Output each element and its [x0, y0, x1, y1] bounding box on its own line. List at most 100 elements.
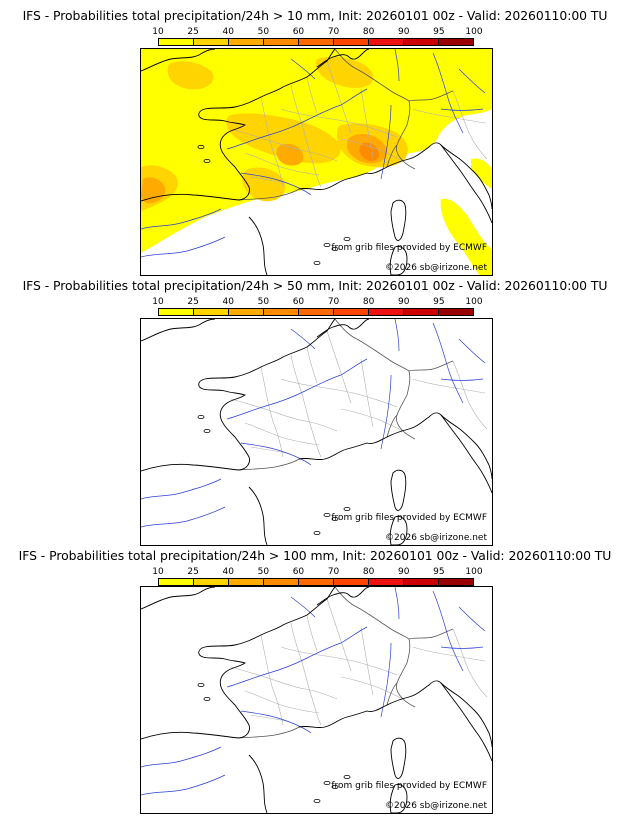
colorbar-cell [159, 579, 194, 585]
colorbar-tick-label: 10 [152, 27, 164, 37]
region-boundary [244, 152, 320, 176]
island [313, 798, 321, 803]
river [240, 710, 312, 734]
colorbar-tick-label: 95 [433, 567, 445, 577]
colorbar-tick-label: 70 [327, 297, 340, 307]
colorbar-tick-labels: 10 25 40 50 60 70 80 90 95 100 [152, 297, 482, 307]
region-boundary [452, 360, 488, 430]
island [331, 516, 339, 521]
coastline [440, 414, 492, 494]
region-boundary [412, 378, 486, 394]
region-boundary [250, 446, 288, 454]
country-border [408, 90, 454, 102]
colorbar-cell [229, 39, 264, 45]
island [197, 683, 205, 688]
region-boundary [452, 90, 488, 160]
river [141, 208, 222, 230]
region-boundary [280, 378, 398, 408]
river [340, 626, 368, 644]
island [203, 429, 211, 434]
island [313, 260, 321, 265]
island [203, 697, 211, 702]
region-boundary [230, 398, 338, 432]
river [380, 374, 392, 450]
colorbar-tick-label: 95 [433, 27, 445, 37]
country-border [396, 370, 416, 440]
island [331, 784, 339, 789]
country-border [396, 638, 416, 708]
country-borders [238, 49, 454, 201]
precip-area [167, 61, 214, 90]
colorbar-cell [369, 309, 404, 315]
colorbar-cell [439, 309, 473, 315]
colorbar-tick-label: 80 [362, 567, 375, 577]
river [141, 506, 226, 528]
colorbar-cell [264, 579, 299, 585]
island [323, 780, 331, 785]
colorbar-cell [194, 309, 229, 315]
precip-area [315, 56, 374, 88]
region-boundary [360, 626, 374, 696]
river [240, 442, 312, 466]
river [226, 104, 342, 150]
river [141, 478, 222, 500]
colorbar-tick-labels: 10 25 40 50 60 70 80 90 95 100 [152, 567, 482, 577]
map-canvas [141, 587, 492, 813]
river [432, 322, 464, 404]
river [141, 236, 226, 258]
region-boundary [260, 634, 284, 726]
colorbar-cell [194, 39, 229, 45]
river [458, 606, 486, 632]
coastline [298, 412, 492, 480]
island [197, 145, 205, 150]
country-border [334, 319, 410, 372]
coastline [248, 754, 268, 813]
sardinia-coastline [389, 784, 408, 813]
colorbar-cell [299, 39, 334, 45]
region-boundary [306, 614, 318, 652]
colorbar-tick-label: 25 [187, 27, 199, 37]
country-border [408, 628, 454, 640]
colorbar-tick-label: 40 [222, 297, 234, 307]
region-boundaries [230, 598, 488, 726]
coastline [316, 319, 370, 338]
colorbar-cell [334, 309, 369, 315]
colorbar-tick-label: 40 [222, 567, 234, 577]
colorbar-cell [404, 579, 439, 585]
coastline [440, 682, 492, 762]
credit-copyright-text: ©2026 sb@irizone.net [385, 263, 487, 273]
corsica-coastline [390, 737, 407, 779]
region-boundary [306, 76, 318, 114]
river [380, 642, 392, 718]
panel-title: IFS - Probabilities total precipitation/… [22, 8, 608, 23]
islands [197, 415, 351, 535]
river [141, 746, 222, 768]
region-boundary [230, 666, 338, 700]
colorbar-tick-label: 80 [362, 27, 375, 37]
river [290, 596, 316, 618]
colorbar-cell [369, 579, 404, 585]
colorbar-tick-label: 70 [327, 567, 340, 577]
colorbar-tick-label: 10 [152, 567, 164, 577]
region-boundary [260, 366, 284, 458]
island [331, 246, 339, 251]
colorbar-strip [158, 38, 474, 46]
country-border [334, 587, 410, 640]
country-border [408, 360, 454, 372]
coastline [141, 319, 336, 472]
colorbar-tick-label: 90 [398, 27, 410, 37]
sardinia-coastline [389, 516, 408, 545]
river [290, 328, 316, 350]
credit-copyright-text: ©2026 sb@irizone.net [385, 533, 487, 543]
region-boundary [340, 408, 404, 432]
colorbar-tick-label: 60 [292, 567, 305, 577]
coastline [141, 49, 216, 72]
colorbar-tick-label: 95 [433, 297, 445, 307]
sardinia-coastline [389, 246, 408, 275]
country-border [238, 726, 300, 739]
region-boundary [452, 628, 488, 698]
river [226, 642, 342, 688]
region-boundary [340, 676, 404, 700]
region-boundary [244, 690, 320, 714]
colorbar-tick-label: 50 [257, 567, 270, 577]
